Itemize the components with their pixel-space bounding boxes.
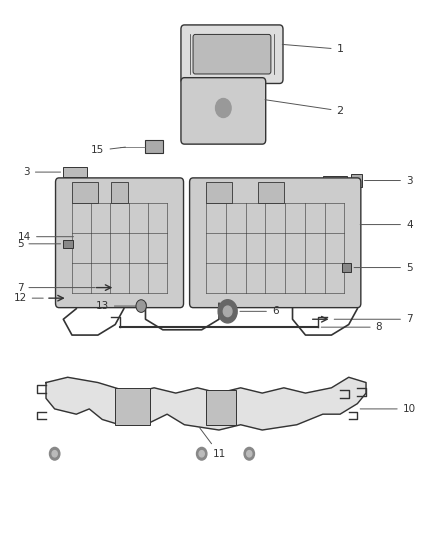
Circle shape	[49, 447, 60, 460]
Bar	[64, 167, 87, 177]
Text: 1: 1	[283, 44, 343, 54]
FancyBboxPatch shape	[181, 25, 283, 84]
Bar	[342, 263, 351, 272]
Bar	[115, 388, 150, 425]
Circle shape	[218, 300, 237, 323]
Bar	[111, 182, 128, 203]
Text: 10: 10	[360, 404, 416, 414]
Bar	[323, 176, 346, 185]
Circle shape	[197, 447, 207, 460]
Text: 5: 5	[354, 263, 413, 272]
Text: 8: 8	[321, 322, 382, 332]
Bar	[351, 174, 362, 188]
Circle shape	[52, 450, 57, 457]
Polygon shape	[46, 377, 366, 430]
Bar	[206, 182, 232, 203]
Bar	[258, 182, 284, 203]
Circle shape	[223, 306, 232, 317]
Bar	[72, 182, 98, 203]
FancyBboxPatch shape	[181, 78, 266, 144]
Text: 3: 3	[364, 175, 413, 185]
Circle shape	[247, 450, 252, 457]
Bar	[206, 391, 236, 425]
Text: 2: 2	[265, 100, 344, 116]
FancyBboxPatch shape	[193, 35, 271, 74]
Text: 15: 15	[91, 146, 125, 156]
Circle shape	[136, 300, 146, 312]
Text: 3: 3	[23, 167, 60, 177]
Text: 4: 4	[360, 220, 413, 230]
Circle shape	[215, 99, 231, 117]
Bar	[145, 140, 163, 153]
Text: 14: 14	[18, 232, 74, 241]
Circle shape	[199, 450, 204, 457]
Text: 7: 7	[334, 314, 413, 324]
Text: 13: 13	[95, 301, 138, 311]
Text: 12: 12	[14, 293, 43, 303]
Text: 6: 6	[240, 306, 279, 316]
Text: 11: 11	[199, 427, 226, 459]
Bar	[64, 240, 73, 248]
FancyBboxPatch shape	[190, 178, 361, 308]
FancyBboxPatch shape	[56, 178, 184, 308]
Text: 5: 5	[17, 239, 60, 249]
Text: 7: 7	[17, 282, 95, 293]
Circle shape	[244, 447, 254, 460]
